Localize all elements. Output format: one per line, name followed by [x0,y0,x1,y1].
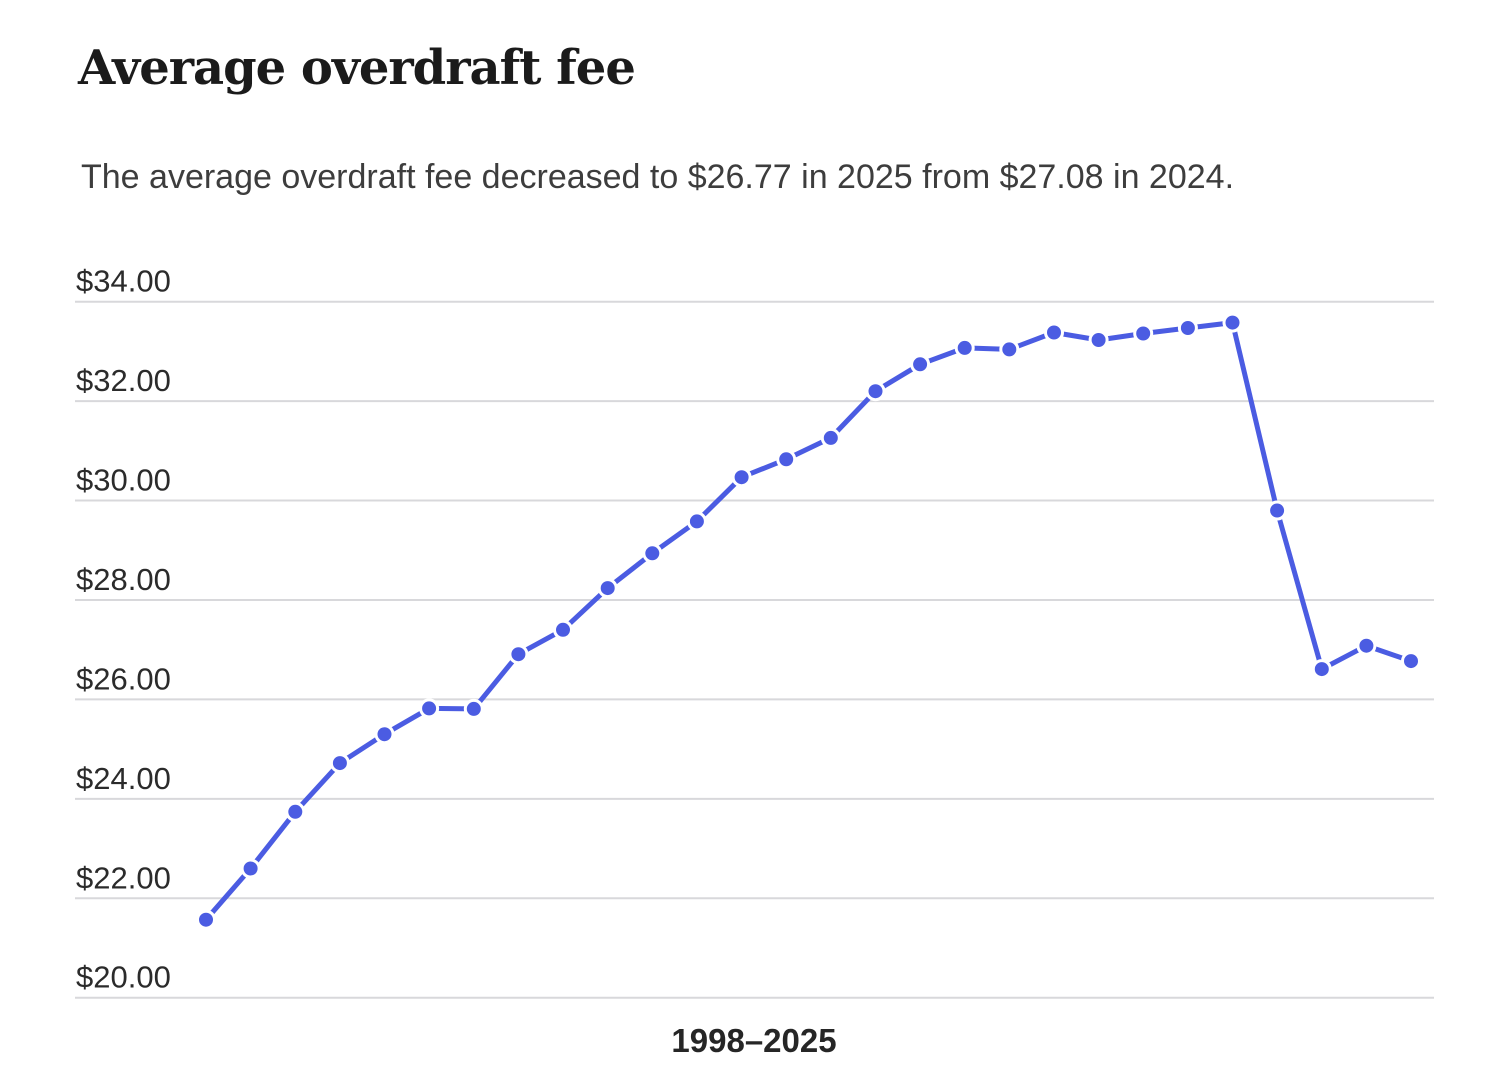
data-point [329,753,350,774]
line-chart: $34.00 $32.00 $30.00 $28.00 $26.00 $24.00 $22.… [0,255,1508,1055]
data-point [1177,318,1198,338]
data-point [1311,659,1332,680]
x-axis-label: 1998–2025 [671,1022,837,1059]
data-point [463,698,484,719]
data-point [1088,330,1109,350]
y-tick-label: $28.00 [76,562,171,597]
data-point [1356,635,1377,656]
data-point [285,801,306,822]
y-tick-label: $30.00 [76,463,171,498]
data-point [865,381,886,402]
data-point [642,543,663,564]
data-point [508,644,529,665]
data-point [1267,500,1288,521]
data-point [240,858,261,879]
y-tick-label: $24.00 [76,761,171,796]
y-tick-label: $22.00 [76,860,171,895]
data-line [203,320,1414,923]
y-tick-label: $34.00 [76,264,171,299]
data-point [597,578,618,599]
chart-title: Average overdraft fee [78,40,636,96]
line-chart-svg: $34.00 $32.00 $30.00 $28.00 $26.00 $24.00 $22.… [75,264,1434,999]
data-point [954,337,975,358]
y-tick-label: $32.00 [76,363,171,398]
y-tick-label: $20.00 [76,960,171,995]
data-point [419,698,440,719]
data-point [731,467,752,488]
chart-subtitle: The average overdraft fee decreased to $… [81,158,1235,196]
data-point [553,619,573,640]
data-point [1044,322,1064,343]
data-point [776,449,797,470]
data-point [1222,312,1243,333]
y-tick-label: $26.00 [76,661,171,696]
data-point [374,724,395,745]
data-point [910,354,931,375]
data-point [686,511,707,532]
data-point [196,909,216,930]
data-point [1133,323,1154,344]
data-point [820,427,841,448]
data-point [1401,651,1421,672]
data-point [999,339,1020,360]
